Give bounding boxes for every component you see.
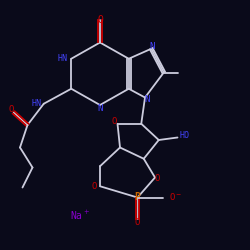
- Text: Na$^+$: Na$^+$: [70, 208, 90, 222]
- Text: P: P: [134, 192, 140, 202]
- Text: N: N: [145, 96, 150, 104]
- Text: N: N: [150, 42, 155, 51]
- Text: HN: HN: [31, 99, 41, 108]
- Text: O: O: [8, 106, 14, 114]
- Text: N: N: [97, 104, 103, 113]
- Text: O: O: [97, 15, 103, 25]
- Text: O: O: [91, 182, 96, 191]
- Text: O: O: [111, 117, 116, 126]
- Text: O: O: [155, 174, 160, 183]
- Text: O$^-$: O$^-$: [169, 191, 182, 202]
- Text: HO: HO: [180, 130, 190, 140]
- Text: O: O: [135, 218, 140, 227]
- Text: HN: HN: [58, 54, 68, 63]
